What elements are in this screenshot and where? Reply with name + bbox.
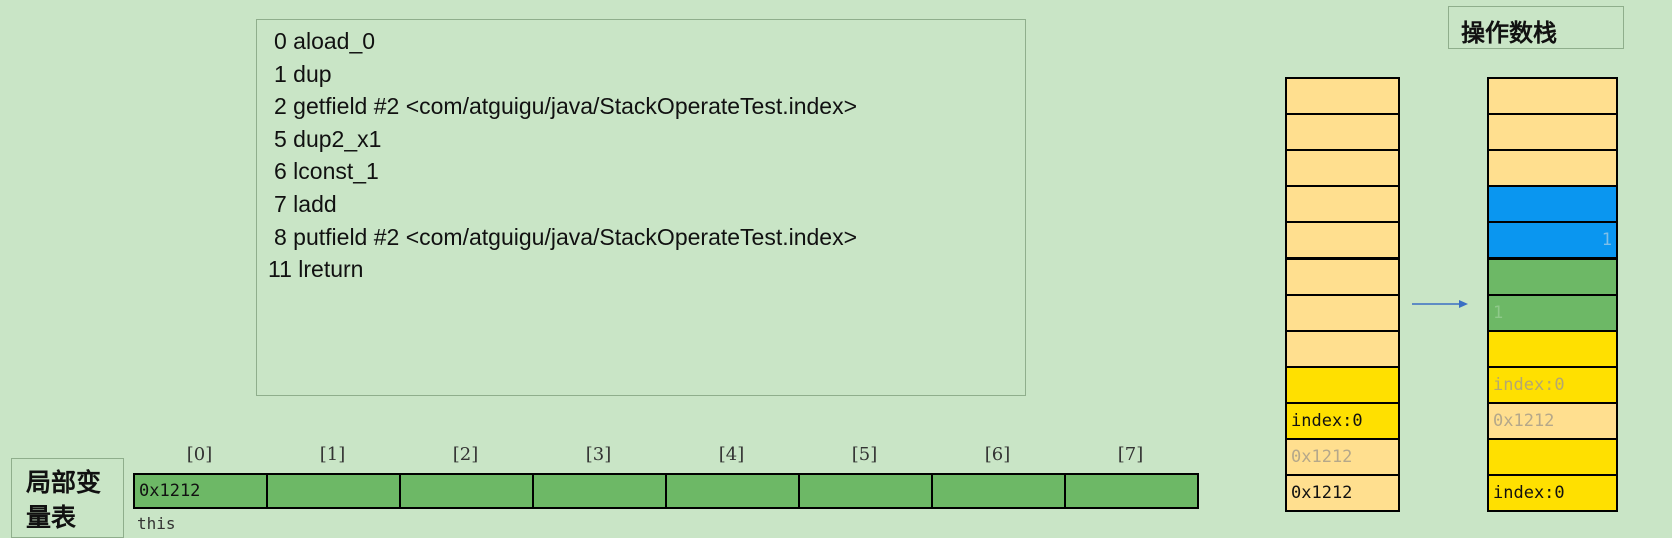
stack-cell bbox=[1285, 77, 1400, 116]
operand-stack-title: 操作数栈 bbox=[1448, 6, 1624, 49]
slot bbox=[798, 473, 933, 509]
slot bbox=[266, 473, 401, 509]
stack-cell: index:0 bbox=[1487, 365, 1618, 404]
stack-cell: 1 bbox=[1487, 221, 1618, 260]
stack-cell bbox=[1487, 438, 1618, 477]
stack-cell bbox=[1487, 329, 1618, 368]
code-line: 2 getfield #2 <com/atguigu/java/StackOpe… bbox=[274, 93, 858, 120]
slot-index: [2] bbox=[452, 444, 479, 465]
code-line: 6 lconst_1 bbox=[274, 158, 379, 185]
slot bbox=[399, 473, 534, 509]
slot-note: this bbox=[137, 514, 176, 533]
stack-cell bbox=[1285, 149, 1400, 188]
stack-cell bbox=[1285, 257, 1400, 296]
code-line: 8 putfield #2 <com/atguigu/java/StackOpe… bbox=[274, 223, 858, 250]
stack-cell: 0x1212 bbox=[1487, 401, 1618, 440]
code-line: 5 dup2_x1 bbox=[274, 125, 382, 152]
slot-index: [0] bbox=[186, 444, 213, 465]
stack-cell: index:0 bbox=[1487, 474, 1618, 513]
stack-cell bbox=[1285, 185, 1400, 224]
stack-cell bbox=[1285, 329, 1400, 368]
stack-cell bbox=[1285, 113, 1400, 152]
stack-cell bbox=[1487, 77, 1618, 116]
code-line: 0 aload_0 bbox=[274, 28, 376, 54]
stack-cell: 1 bbox=[1487, 293, 1618, 332]
stack-cell bbox=[1285, 365, 1400, 404]
code-line: 1 dup bbox=[274, 60, 332, 87]
slot bbox=[665, 473, 800, 509]
slot-index: [4] bbox=[718, 444, 745, 465]
stack-cell: 0x1212 bbox=[1285, 438, 1400, 477]
code-line: 11 lreturn bbox=[268, 256, 364, 283]
stack-cell: 0x1212 bbox=[1285, 474, 1400, 513]
arrow bbox=[1412, 300, 1468, 308]
slot bbox=[1064, 473, 1199, 509]
local-vars-title: 局部变量表 bbox=[11, 458, 124, 538]
stack-cell bbox=[1487, 149, 1618, 188]
stack-cell bbox=[1487, 113, 1618, 152]
code-line: 7 ladd bbox=[274, 191, 337, 217]
stack-cell bbox=[1487, 257, 1618, 296]
stack-cell bbox=[1285, 221, 1400, 260]
slot-index: [5] bbox=[851, 444, 878, 465]
slot-index: [6] bbox=[984, 444, 1011, 465]
slot-index: [7] bbox=[1117, 444, 1144, 465]
slot-index: [1] bbox=[319, 444, 346, 465]
slot: 0x1212 bbox=[133, 473, 268, 509]
stack-cell bbox=[1285, 293, 1400, 332]
stack-cell bbox=[1487, 185, 1618, 224]
slot bbox=[532, 473, 667, 509]
stack-cell: index:0 bbox=[1285, 401, 1400, 440]
code-box bbox=[256, 19, 1026, 396]
slot bbox=[931, 473, 1066, 509]
slot-index: [3] bbox=[585, 444, 612, 465]
